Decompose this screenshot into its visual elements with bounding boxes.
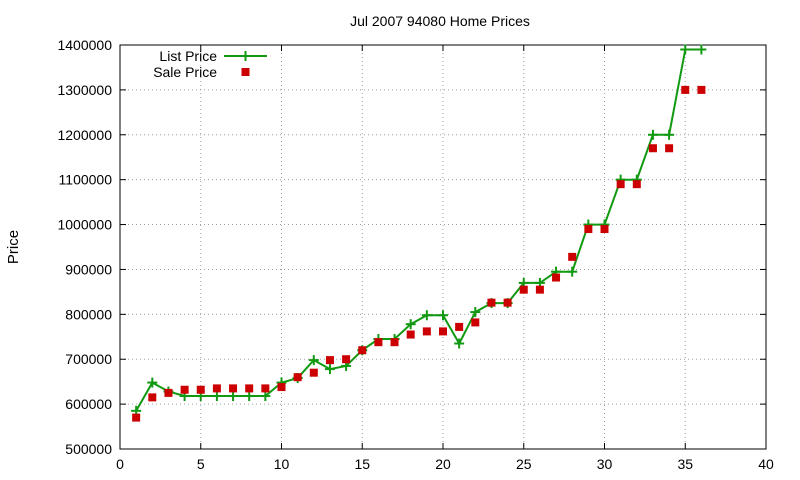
axis-ticks — [119, 44, 767, 450]
y-tick-label: 700000 — [65, 351, 112, 367]
data-point — [632, 180, 641, 189]
legend-label: Sale Price — [153, 64, 217, 80]
series-layer — [131, 44, 707, 422]
data-point — [390, 338, 399, 347]
data-point — [438, 310, 448, 321]
chart-title: Jul 2007 94080 Home Prices — [350, 13, 530, 29]
data-point — [196, 385, 205, 394]
data-point — [309, 368, 318, 377]
data-point — [261, 384, 270, 393]
data-point — [681, 85, 690, 94]
x-tick-label: 0 — [116, 456, 124, 472]
data-point — [567, 266, 578, 277]
y-tick-label: 800000 — [65, 306, 112, 322]
data-point — [342, 355, 351, 364]
data-point — [664, 129, 675, 140]
x-tick-label: 25 — [516, 456, 532, 472]
data-point — [600, 225, 609, 234]
legend-item: List Price — [159, 48, 267, 64]
y-tick-label: 1000000 — [57, 217, 112, 233]
data-point — [277, 383, 286, 392]
x-tick-label: 30 — [597, 456, 613, 472]
x-tick-label: 40 — [758, 456, 774, 472]
x-axis-tick-labels: 0 5 10 15 20 25 30 35 40 — [116, 456, 774, 472]
data-point — [212, 384, 221, 393]
data-point — [148, 393, 157, 402]
data-point — [439, 327, 447, 336]
data-point — [147, 377, 158, 388]
data-point — [519, 285, 528, 294]
data-point — [697, 85, 706, 94]
data-point — [696, 44, 707, 55]
x-tick-label: 5 — [197, 456, 205, 472]
legend-swatch-marker — [241, 68, 250, 76]
data-point — [584, 225, 593, 234]
data-point — [180, 385, 189, 394]
data-point — [324, 364, 335, 375]
data-point — [422, 327, 431, 336]
data-point — [406, 330, 415, 339]
data-point — [665, 144, 674, 153]
y-tick-label: 1300000 — [57, 82, 112, 98]
x-tick-label: 20 — [435, 456, 451, 472]
y-axis-tick-labels: 500000 600000 700000 800000 900000 1000000 110… — [57, 37, 112, 457]
y-tick-label: 1100000 — [59, 172, 113, 188]
y-tick-label: 900000 — [65, 261, 112, 277]
data-point — [260, 391, 271, 402]
y-tick-label: 1400000 — [57, 37, 112, 53]
series-2 — [132, 85, 706, 422]
y-tick-label: 500000 — [65, 441, 112, 457]
y-tick-label: 600000 — [65, 396, 112, 412]
data-point — [470, 307, 481, 318]
data-point — [680, 44, 691, 55]
legend-item: Sale Price — [153, 64, 250, 80]
y-tick-label: 1200000 — [57, 127, 112, 143]
data-point — [325, 356, 334, 365]
data-point — [132, 413, 141, 422]
legend-swatch-marker — [240, 51, 251, 61]
data-point — [164, 388, 173, 397]
data-point — [568, 252, 577, 261]
y-axis-label: Price — [5, 230, 22, 264]
x-tick-label: 35 — [677, 456, 693, 472]
data-point — [454, 338, 465, 349]
data-point — [358, 346, 367, 355]
data-point — [487, 298, 496, 307]
data-point — [293, 373, 302, 382]
data-point — [228, 391, 239, 402]
x-tick-label: 10 — [274, 456, 290, 472]
data-point — [503, 298, 512, 307]
data-point — [245, 384, 254, 393]
legend-label: List Price — [159, 48, 217, 64]
data-point — [535, 285, 544, 294]
data-point — [211, 391, 222, 402]
data-point — [455, 322, 464, 331]
data-point — [471, 318, 480, 327]
data-point — [421, 310, 432, 321]
data-point — [374, 338, 383, 347]
data-point — [405, 319, 416, 330]
data-point — [229, 384, 238, 393]
data-point — [648, 144, 657, 153]
data-point — [244, 391, 255, 402]
x-tick-label: 15 — [354, 456, 370, 472]
data-point — [552, 273, 561, 282]
data-point — [616, 180, 625, 189]
data-point — [308, 355, 319, 366]
data-point — [647, 129, 658, 140]
